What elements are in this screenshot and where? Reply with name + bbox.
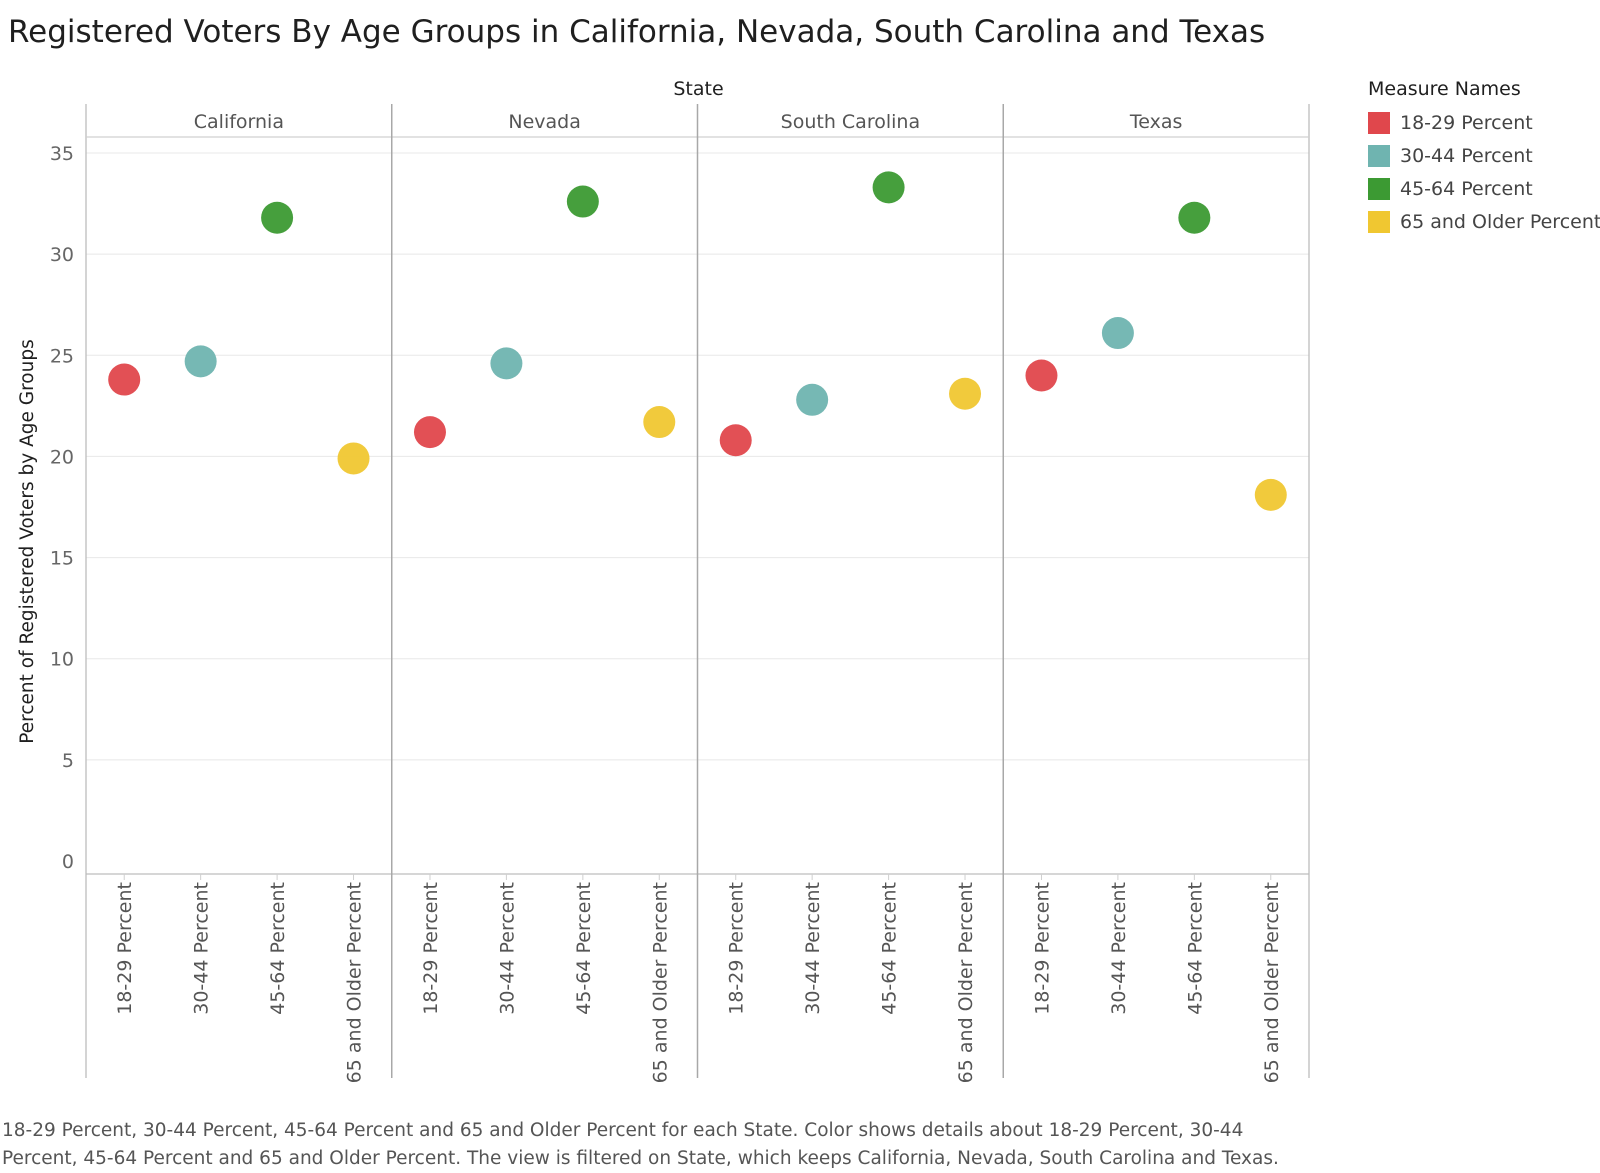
legend-item-30-44[interactable]: 30-44 Percent [1368, 139, 1600, 172]
data-point [413, 416, 446, 449]
chart-title: Registered Voters By Age Groups in Calif… [8, 14, 1266, 50]
x-tick-label: 18-29 Percent [420, 882, 442, 1015]
y-tick-label: 30 [50, 244, 74, 266]
panel-header-0: California [194, 111, 284, 133]
x-tick-label: 45-64 Percent [267, 882, 289, 1015]
legend-label: 18-29 Percent [1400, 111, 1533, 134]
legend-swatch [1368, 210, 1390, 233]
legend-item-45-64[interactable]: 45-64 Percent [1368, 172, 1600, 205]
x-tick-label: 65 and Older Percent [649, 882, 671, 1083]
column-header: State [673, 78, 723, 100]
data-point [566, 185, 599, 218]
data-point [261, 201, 294, 234]
data-point [490, 347, 523, 380]
legend-swatch [1368, 177, 1390, 200]
chart-caption: 18-29 Percent, 30-44 Percent, 45-64 Perc… [2, 1120, 1279, 1169]
y-tick-label: 5 [62, 750, 74, 772]
legend-label: 65 and Older Percent [1400, 210, 1600, 233]
y-axis-label: Percent of Registered Voters by Age Grou… [17, 339, 38, 743]
data-point [643, 406, 676, 439]
data-point [796, 383, 829, 416]
y-tick-label: 0 [62, 851, 74, 873]
x-tick-label: 45-64 Percent [573, 882, 595, 1015]
data-point [108, 363, 141, 396]
panel-header-2: South Carolina [781, 111, 920, 133]
data-point [184, 345, 217, 378]
data-point [1101, 317, 1134, 350]
data-point [872, 171, 905, 204]
legend-item-18-29[interactable]: 18-29 Percent [1368, 106, 1600, 139]
x-tick-label: 18-29 Percent [1031, 882, 1053, 1015]
x-tick-label: 18-29 Percent [114, 882, 136, 1015]
x-tick-label: 30-44 Percent [802, 882, 824, 1015]
x-tick-label: 45-64 Percent [1184, 882, 1206, 1015]
data-point [1025, 359, 1058, 392]
x-tick-label: 30-44 Percent [1108, 882, 1130, 1015]
legend-item-65-older[interactable]: 65 and Older Percent [1368, 205, 1600, 238]
legend-label: 45-64 Percent [1400, 177, 1533, 200]
y-tick-label: 35 [50, 143, 74, 165]
y-tick-label: 15 [50, 548, 74, 570]
y-tick-label: 10 [50, 649, 74, 671]
legend-swatch [1368, 111, 1390, 134]
panel-header-1: Nevada [508, 111, 581, 133]
panel-header-3: Texas [1129, 111, 1183, 133]
data-point [719, 424, 752, 457]
x-tick-label: 30-44 Percent [191, 882, 213, 1015]
legend-title: Measure Names [1368, 78, 1521, 100]
x-tick-label: 65 and Older Percent [344, 882, 366, 1083]
legend: Measure Names 18-29 Percent 30-44 Percen… [1368, 78, 1600, 238]
legend-swatch [1368, 144, 1390, 167]
data-point [1178, 201, 1211, 234]
data-point [949, 377, 982, 410]
legend-label: 30-44 Percent [1400, 144, 1533, 167]
y-tick-label: 25 [50, 345, 74, 367]
data-point [337, 442, 370, 475]
x-tick-label: 30-44 Percent [496, 882, 518, 1015]
x-tick-label: 65 and Older Percent [1261, 882, 1283, 1083]
x-tick-label: 65 and Older Percent [955, 882, 977, 1083]
x-tick-label: 45-64 Percent [879, 882, 901, 1015]
x-tick-label: 18-29 Percent [726, 882, 748, 1015]
y-tick-label: 20 [50, 446, 74, 468]
data-point [1254, 478, 1287, 511]
